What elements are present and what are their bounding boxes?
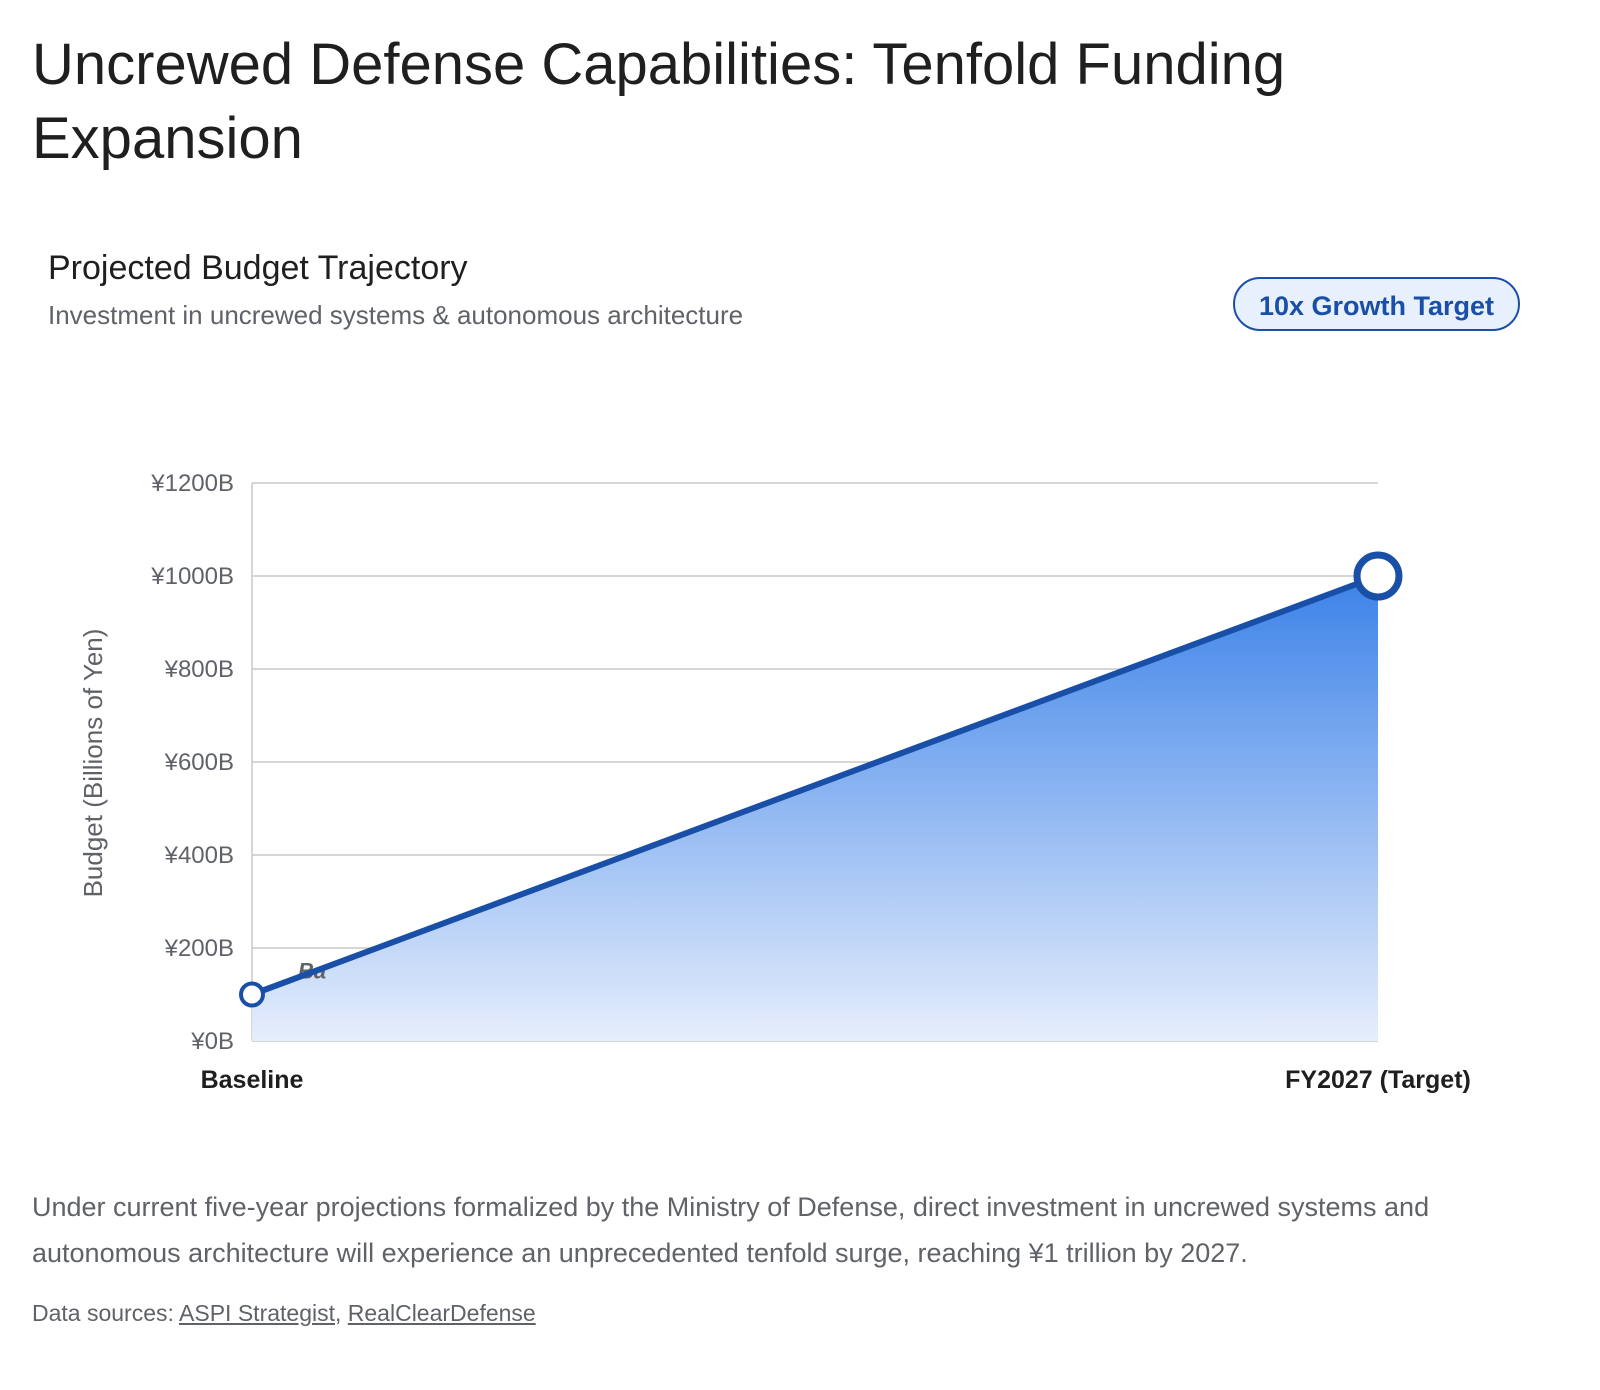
series-area xyxy=(252,576,1378,1041)
x-tick-label: FY2027 (Target) xyxy=(1285,1066,1471,1094)
budget-chart-svg: ¥0B¥200B¥400B¥600B¥800B¥1000B¥1200B Ba B… xyxy=(78,470,1471,1094)
y-tick-label: ¥1000B xyxy=(150,563,234,590)
y-axis-title: Budget (Billions of Yen) xyxy=(78,629,108,898)
x-axis-ticks: Baseline FY2027 (Target) xyxy=(201,1066,1471,1094)
series-line xyxy=(250,573,1380,998)
chart-subtitle: Investment in uncrewed systems & autonom… xyxy=(48,300,744,330)
y-tick-label: ¥200B xyxy=(164,935,234,962)
y-tick-label: ¥800B xyxy=(164,656,234,683)
area-fill-layer xyxy=(252,576,1378,1041)
series-line-layer xyxy=(250,573,1380,998)
chart-description: Under current five-year projections form… xyxy=(32,1192,1430,1268)
y-tick-label: ¥400B xyxy=(164,842,234,869)
data-points xyxy=(239,551,1403,1008)
data-sources: Data sources: ASPI Strategist, RealClear… xyxy=(32,1296,536,1330)
page-title: Uncrewed Defense Capabilities: Tenfold F… xyxy=(32,32,1286,171)
y-tick-label: ¥1200B xyxy=(150,470,234,497)
chart-title: Projected Budget Trajectory xyxy=(48,249,468,287)
data-point xyxy=(239,981,265,1008)
y-tick-label: ¥600B xyxy=(164,749,234,776)
budget-chart: ¥0B ¥200B ¥400B ¥600B ¥800B ¥1000B ¥1200B Ba B… xyxy=(0,440,1600,1120)
y-axis-ticks: ¥0B ¥200B ¥400B ¥600B ¥800B ¥1000B ¥1200B xyxy=(150,470,234,1055)
growth-target-badge: 10x Growth Target xyxy=(1232,277,1520,331)
data-point xyxy=(1353,551,1403,601)
y-tick-label: ¥0B xyxy=(190,1028,234,1055)
sources-separator: , xyxy=(335,1300,348,1326)
chart-card-header: Projected Budget Trajectory Investment i… xyxy=(48,245,1528,345)
x-tick-label: Baseline xyxy=(201,1066,304,1094)
sources-prefix: Data sources: xyxy=(32,1300,180,1326)
source-link-aspi[interactable]: ASPI Strategist xyxy=(179,1300,335,1326)
source-link-realcleardefense[interactable]: RealClearDefense xyxy=(347,1300,536,1326)
